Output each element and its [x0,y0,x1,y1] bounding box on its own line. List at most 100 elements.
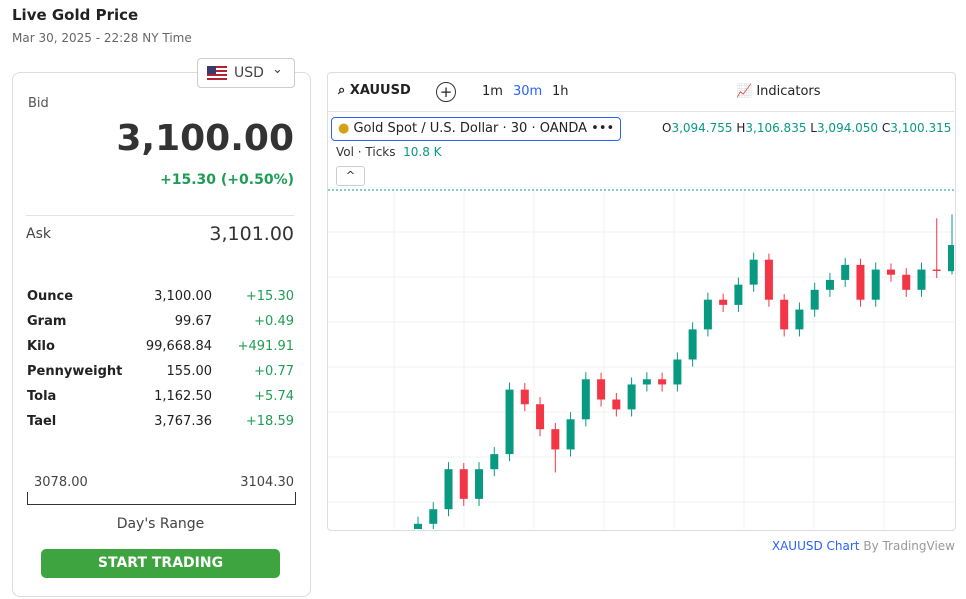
candle-body [703,299,712,330]
by: By TradingView [863,539,955,553]
candle-body [749,259,758,285]
candle-body [612,399,621,410]
l-label: L [810,121,817,135]
unit-name: Ounce [27,289,74,304]
candle-body [886,269,895,275]
candle-body [475,469,484,499]
candle-body [810,289,819,310]
symbol-legend[interactable]: ● Gold Spot / U.S. Dollar · 30 · OANDA •… [331,117,622,141]
interval-button[interactable]: 1h [552,84,569,99]
candle-body [658,379,667,385]
start-trading-button[interactable]: START TRADING [41,549,280,578]
candle-body [871,269,880,300]
candle-body [764,259,773,300]
close: 3,100.315 [890,121,952,135]
candle-chart [328,187,954,529]
candle-body [856,264,865,300]
currency: USD [234,65,264,81]
toolbar-divider [328,111,954,112]
bid-label: Bid [28,96,49,111]
price-panel [12,72,311,597]
ask-value: 3,101.00 [209,223,294,245]
candle-body [520,389,529,405]
candle-body [795,309,804,330]
candle-body [459,469,468,499]
us-flag [207,66,227,80]
candle-body [841,264,850,280]
indicators: Indicators [756,84,821,99]
compare-button[interactable]: + [436,82,456,102]
bid-change: +15.30 (+0.50%) [160,172,294,188]
low: 3,094.050 [816,121,879,135]
symbol-name: Gold Spot / U.S. Dollar · 30 · OANDA [353,121,588,136]
currency-select[interactable]: USD ⌄ [197,58,295,88]
candle-body [688,329,697,360]
unit-name: Gram [27,314,67,329]
unit-name: Tael [27,414,57,429]
ohlc-legend: O3,094.755 H3,106.835 L3,094.050 C3,100.… [662,121,951,135]
unit-price: 99.67 [174,314,212,329]
attribution[interactable]: XAUUSD Chart By TradingView [772,539,955,553]
unit-change: +491.91 [237,339,294,354]
candle-body [444,469,453,510]
candle-body [932,269,941,271]
candle-body [719,299,728,305]
chevron: ⌄ [272,62,283,77]
high: 3,106.835 [745,121,807,135]
candle-body [566,419,575,450]
divider [26,215,294,216]
candle-body [505,389,514,455]
candle-body [825,279,834,290]
h-label: H [736,121,746,135]
vol-label: Vol · Ticks [336,145,396,159]
volume-legend: Vol · Ticks 10.8 K [336,145,442,159]
c-label: C [881,121,891,135]
candle-body [414,523,422,529]
candle-body [429,509,438,524]
open: 3,094.755 [671,121,733,135]
collapse-button[interactable]: ^ [336,166,365,186]
candle-body [551,429,560,450]
symbol: XAUUSD [349,83,411,98]
unit-change: +15.30 [245,289,294,304]
unit-price: 3,767.36 [154,414,212,429]
indicators-button[interactable]: 📈 Indicators [736,84,821,99]
interval-button[interactable]: 1m [482,84,503,99]
unit-price: 99,668.84 [145,339,212,354]
date: Mar 30, 2025 - 22:28 NY Time [12,31,192,45]
range-high: 3104.30 [240,475,294,490]
unit-price: 3,100.00 [154,289,212,304]
bid-value: 3,100.00 [116,118,294,159]
unit-name: Kilo [27,339,55,354]
range-bar [27,492,296,505]
candle-body [734,284,743,305]
interval-button[interactable]: 30m [513,84,543,99]
candle-body [642,379,651,385]
unit-change: +5.74 [254,389,294,404]
range-low: 3078.00 [34,475,88,490]
title: Live Gold Price [12,6,139,24]
gold-icon: ● [338,121,350,136]
ask-label: Ask [26,226,51,242]
candle-body [627,384,636,410]
candle-body [780,299,789,330]
unit-price: 155.00 [166,364,213,379]
range-label: Day's Range [116,516,205,532]
unit-price: 1,162.50 [154,389,212,404]
chart-widget [327,72,956,531]
chart-link: XAUUSD Chart [771,539,860,553]
candle-body [948,245,954,272]
candle-body [902,274,911,290]
unit-name: Tola [27,389,57,404]
candle-body [597,379,606,400]
candle-body [536,404,545,430]
unit-change: +0.49 [254,314,294,329]
unit-change: +18.59 [245,414,294,429]
candle-body [917,269,926,290]
vol: 10.8 K [403,145,442,159]
o-label: O [662,121,672,135]
candle-body [673,359,682,385]
unit-name: Pennyweight [27,364,123,379]
symbol-search[interactable]: ⌕ XAUUSD [338,83,411,98]
unit-change: +0.77 [254,364,294,379]
